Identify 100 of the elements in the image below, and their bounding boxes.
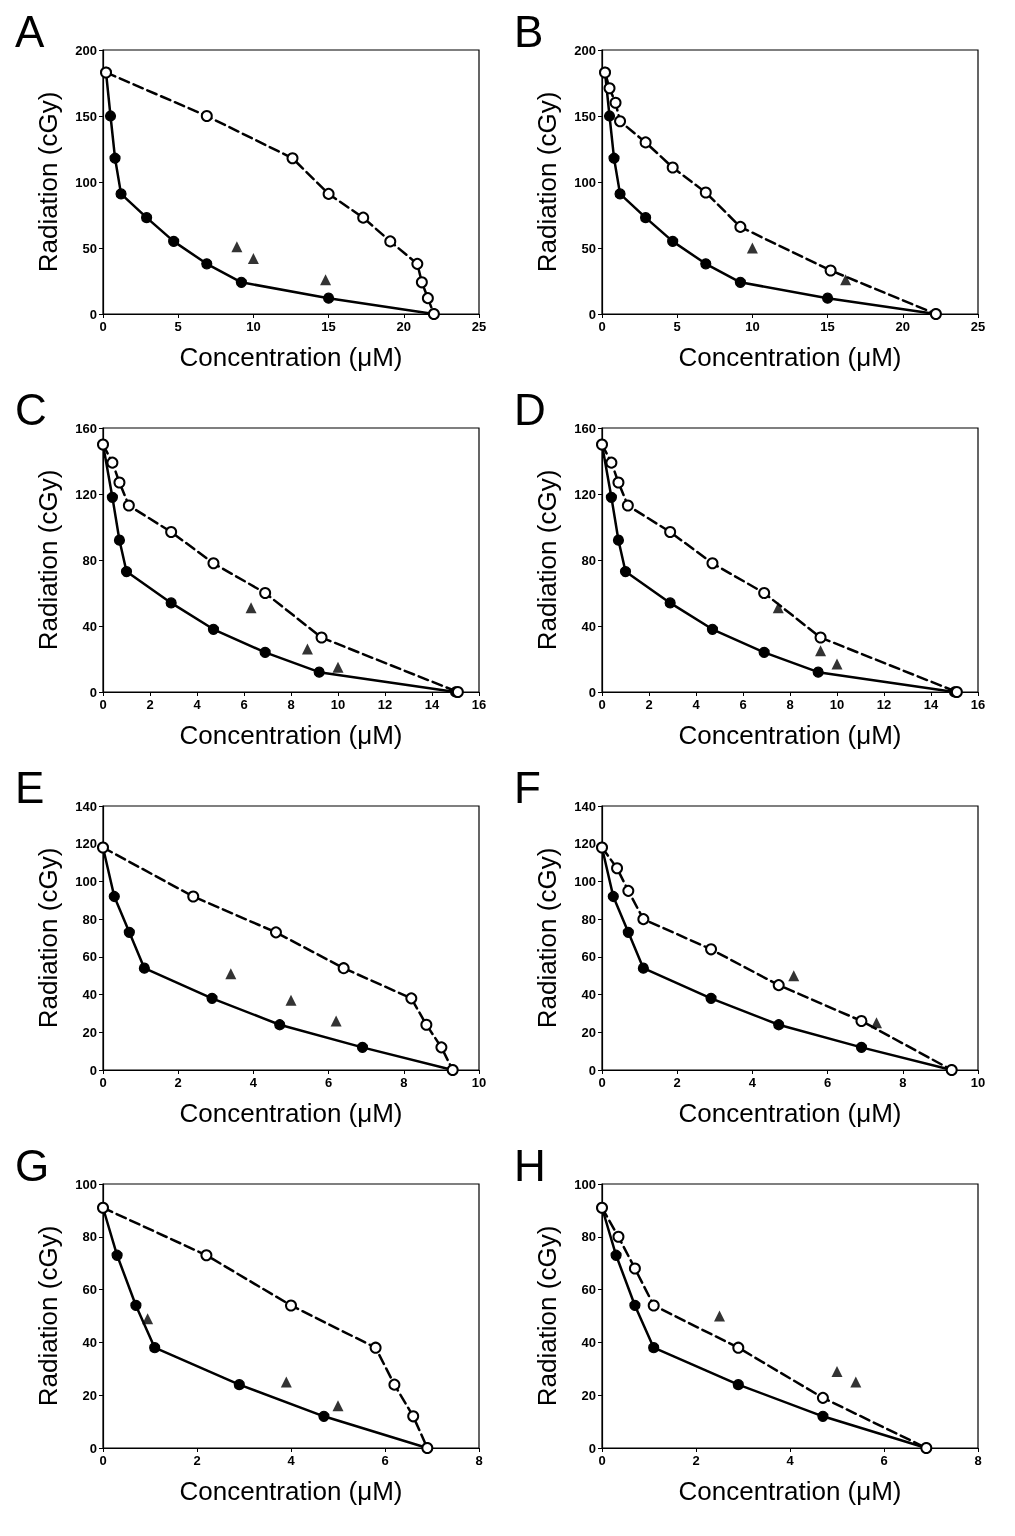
y-tick-label: 0: [588, 306, 596, 322]
point: [637, 962, 649, 974]
x-axis-title: Concentration (μM): [179, 342, 403, 372]
point: [322, 187, 335, 200]
point: [614, 188, 626, 200]
point: [605, 456, 618, 469]
point: [388, 1378, 401, 1391]
point: [187, 890, 200, 903]
point: [824, 264, 837, 277]
point: [225, 968, 237, 980]
x-tick-label: 6: [880, 1453, 888, 1468]
y-tick-label: 50: [82, 240, 97, 256]
x-tick-label: 0: [598, 697, 606, 712]
point: [714, 1310, 725, 1322]
point: [614, 115, 627, 128]
y-tick-label: 80: [82, 552, 97, 568]
y-tick-label: 100: [75, 174, 97, 190]
point: [773, 1019, 785, 1031]
point: [699, 186, 712, 199]
point: [405, 992, 418, 1005]
chart-title: D: [514, 384, 546, 434]
point: [788, 970, 800, 982]
point: [734, 220, 747, 233]
point: [603, 110, 616, 122]
y-tick-label: 20: [82, 1024, 97, 1040]
x-tick-label: 8: [287, 697, 295, 712]
x-tick-label: 10: [745, 319, 760, 334]
y-tick-label: 80: [581, 1229, 596, 1245]
y-tick-label: 50: [581, 240, 596, 256]
point: [855, 1041, 868, 1053]
x-tick-label: 0: [99, 1075, 107, 1090]
y-tick-label: 120: [75, 836, 97, 852]
point: [758, 646, 770, 658]
y-axis-title: Radiation (cGy): [33, 1225, 63, 1407]
point: [706, 557, 719, 570]
point: [233, 1379, 245, 1391]
point: [356, 1041, 369, 1053]
y-tick-label: 80: [82, 1229, 97, 1245]
y-tick-label: 100: [75, 873, 97, 889]
point: [141, 212, 153, 224]
point: [369, 1341, 382, 1354]
x-tick-label: 0: [99, 1453, 107, 1468]
y-axis-title: Radiation (cGy): [532, 91, 562, 273]
y-tick-label: 40: [82, 987, 97, 1003]
x-tick-label: 4: [287, 1453, 296, 1468]
point: [318, 1410, 330, 1422]
y-tick-label: 60: [581, 949, 596, 965]
point: [330, 1015, 342, 1027]
point: [619, 565, 632, 578]
point: [667, 235, 679, 247]
point: [384, 235, 397, 248]
point: [435, 1041, 448, 1054]
point: [113, 476, 126, 489]
point: [732, 1341, 745, 1354]
y-tick-label: 40: [82, 1334, 97, 1350]
x-tick-label: 2: [193, 1453, 201, 1468]
point: [108, 890, 120, 903]
point: [640, 212, 652, 224]
x-tick-label: 0: [99, 697, 107, 712]
y-tick-label: 0: [588, 1440, 596, 1456]
point: [612, 534, 625, 546]
y-tick-label: 100: [75, 1176, 97, 1192]
point: [111, 1249, 123, 1261]
chart-title: B: [514, 6, 544, 56]
point: [323, 292, 335, 304]
x-tick-label: 2: [692, 1453, 700, 1468]
y-tick-label: 100: [574, 1176, 596, 1192]
point: [850, 1376, 862, 1388]
y-tick-label: 120: [75, 486, 97, 502]
point: [313, 666, 325, 678]
x-tick-label: 25: [471, 319, 487, 334]
point: [168, 235, 180, 247]
point: [421, 292, 434, 305]
point: [301, 643, 313, 655]
x-tick-label: 0: [598, 1453, 606, 1468]
point: [605, 491, 617, 503]
y-axis-title: Radiation (cGy): [532, 469, 562, 651]
x-tick-label: 15: [820, 319, 835, 334]
y-tick-label: 40: [581, 618, 596, 634]
x-tick-label: 10: [970, 1075, 986, 1090]
x-tick-label: 5: [673, 319, 681, 334]
point: [840, 274, 852, 286]
point: [274, 1019, 286, 1031]
chart-title: C: [15, 384, 47, 434]
point: [855, 1014, 868, 1027]
point: [610, 1249, 622, 1261]
point: [732, 1379, 744, 1391]
y-tick-label: 140: [75, 798, 97, 814]
point: [411, 257, 424, 270]
x-tick-label: 5: [174, 319, 182, 334]
point: [700, 258, 712, 270]
point: [705, 943, 718, 956]
x-tick-label: 0: [598, 319, 606, 334]
point: [420, 1018, 433, 1031]
x-tick-label: 12: [377, 697, 393, 712]
point: [415, 276, 428, 289]
y-tick-label: 160: [574, 420, 596, 436]
x-tick-label: 6: [324, 1075, 333, 1090]
y-tick-label: 80: [581, 911, 596, 927]
x-tick-label: 16: [471, 697, 487, 712]
